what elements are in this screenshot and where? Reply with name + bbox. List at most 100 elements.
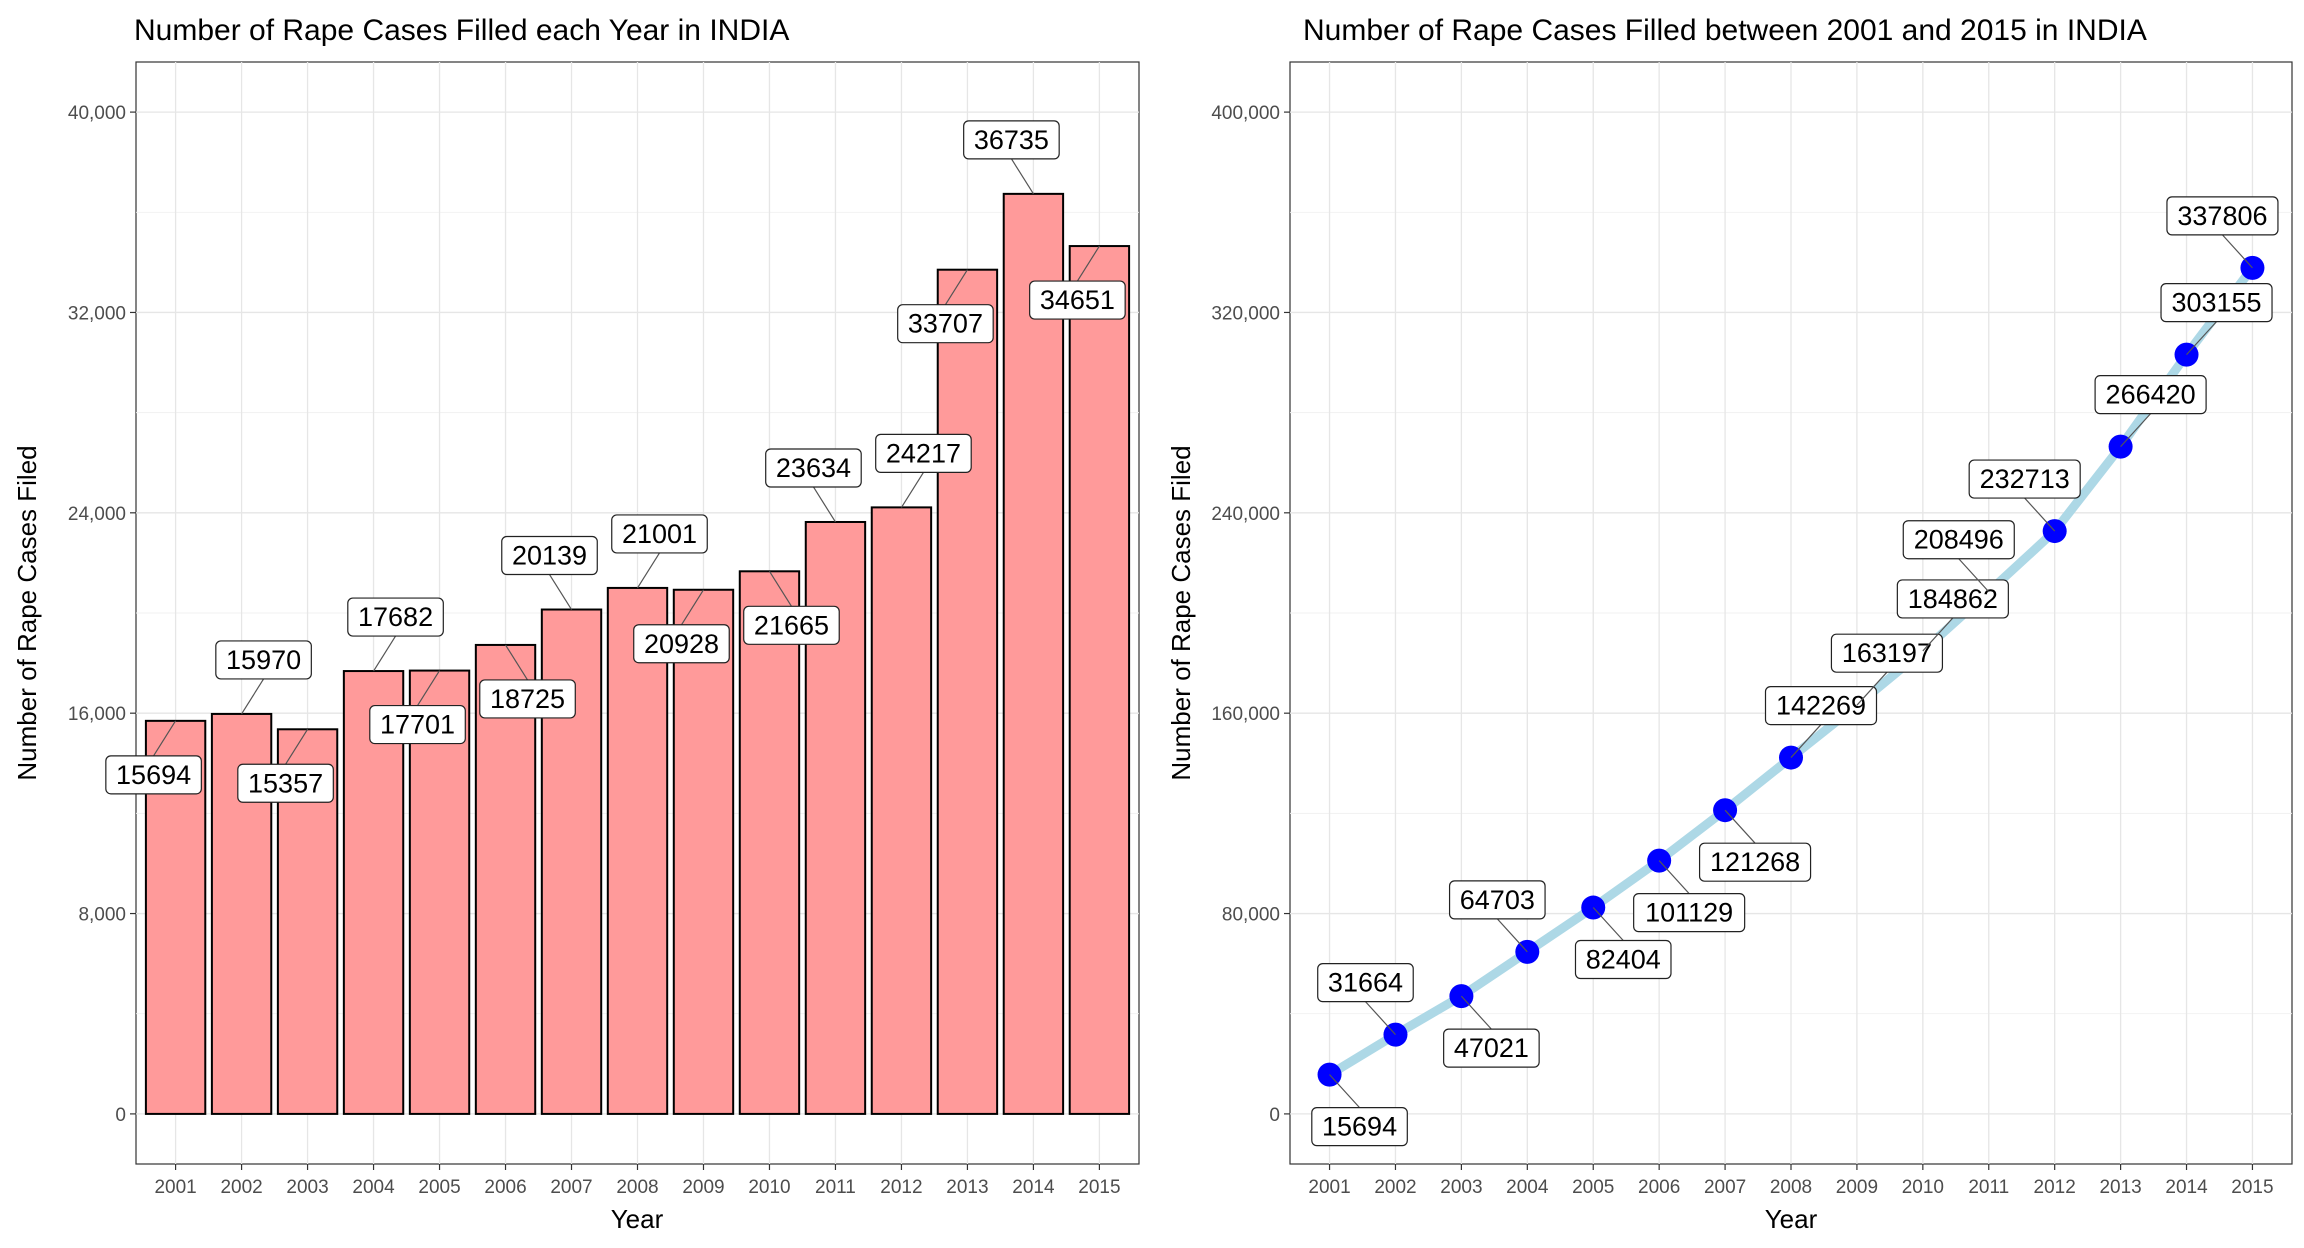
label-leader-line [505, 644, 529, 681]
label-leader-line [1922, 617, 1954, 652]
label-text: 23634 [776, 453, 851, 483]
label-text: 24217 [886, 438, 961, 468]
label-box [501, 535, 598, 576]
label-box [1698, 842, 1812, 882]
y-tick-label: 16,000 [68, 704, 126, 725]
x-axis-title: Year [1765, 1204, 1818, 1234]
label-box [2166, 196, 2279, 236]
label-box [1448, 880, 1546, 920]
data-label: 337806 [2166, 196, 2279, 269]
data-label: 36735 [963, 120, 1060, 195]
y-tick-label: 0 [115, 1105, 126, 1126]
data-label: 20139 [501, 535, 598, 610]
data-label: 82404 [1574, 907, 1672, 980]
label-leader-line [812, 486, 836, 523]
label-box [1968, 459, 2081, 499]
x-tick-label: 2001 [1308, 1177, 1350, 1198]
label-leader-line [768, 570, 792, 607]
label-leader-line [241, 678, 265, 715]
y-tick-label: 24,000 [68, 504, 126, 525]
x-tick-label: 2011 [815, 1177, 856, 1198]
data-label: 24217 [875, 433, 972, 508]
bar [738, 570, 801, 1115]
x-tick-label: 2012 [2034, 1177, 2076, 1198]
label-leader-line [1658, 860, 1690, 895]
x-tick-label: 2003 [286, 1177, 328, 1198]
label-box [1896, 579, 2009, 619]
label-box [1902, 520, 2015, 560]
label-leader-line [417, 670, 441, 706]
x-tick-label: 2014 [1012, 1177, 1055, 1198]
bar [342, 670, 405, 1115]
label-leader-line [1329, 1074, 1360, 1109]
label-text: 208496 [1914, 525, 2004, 555]
data-label: 15357 [237, 728, 334, 803]
bar [672, 588, 735, 1115]
data-label: 303155 [2160, 283, 2273, 356]
y-tick-label: 400,000 [1211, 103, 1280, 124]
data-label: 31664 [1317, 963, 1414, 1036]
data-label: 15970 [215, 640, 312, 715]
y-tick-label: 80,000 [1222, 905, 1280, 926]
label-text: 20139 [512, 541, 587, 571]
label-box [105, 755, 202, 795]
label-box [1830, 633, 1944, 673]
x-tick-label: 2009 [682, 1177, 724, 1198]
x-tick-label: 2005 [1572, 1177, 1614, 1198]
x-tick-label: 2005 [418, 1177, 460, 1198]
y-tick-label: 40,000 [68, 103, 126, 124]
label-text: 17682 [358, 602, 433, 632]
x-tick-label: 2013 [946, 1177, 988, 1198]
label-text: 303155 [2171, 288, 2261, 318]
label-leader-line [1790, 724, 1822, 758]
label-box [215, 640, 312, 680]
label-text: 101129 [1645, 898, 1733, 928]
data-labels: 15694 31664 47021 64703 82404 101129 121268 142… [1311, 196, 2279, 1147]
data-label: 23634 [765, 448, 862, 523]
label-leader-line [1496, 918, 1528, 953]
data-label: 64703 [1448, 880, 1546, 953]
label-leader-line [1856, 671, 1888, 706]
label-text: 142269 [1776, 691, 1866, 721]
x-tick-label: 2012 [880, 1177, 922, 1198]
x-tick-label: 2008 [1770, 1177, 1812, 1198]
label-box [1029, 280, 1126, 320]
label-box [1311, 1107, 1408, 1147]
label-text: 18725 [490, 684, 565, 714]
label-text: 15357 [248, 768, 323, 798]
data-label: 15694 [105, 720, 202, 795]
data-label: 33707 [897, 269, 994, 344]
label-text: 34651 [1040, 285, 1115, 315]
label-text: 47021 [1454, 1033, 1529, 1063]
y-tick-label: 160,000 [1211, 704, 1280, 725]
x-tick-label: 2008 [616, 1177, 658, 1198]
label-leader-line [2024, 497, 2056, 532]
x-tick-label: 2009 [1836, 1177, 1878, 1198]
label-text: 121268 [1710, 847, 1800, 877]
data-label: 18725 [479, 644, 576, 719]
y-tick-label: 8,000 [78, 905, 126, 926]
x-axis-title: Year [611, 1204, 664, 1234]
label-leader-line [285, 728, 309, 765]
label-text: 64703 [1460, 885, 1535, 915]
x-axis: 2001 2002 2003 2004 2005 2006 2007 2008 2009 2010… [154, 1164, 1121, 1198]
label-text: 184862 [1908, 584, 1998, 614]
label-leader-line [900, 472, 924, 508]
y-tick-label: 320,000 [1211, 303, 1280, 324]
label-box [2160, 283, 2273, 323]
label-leader-line [1724, 809, 1756, 844]
label-box [479, 679, 576, 719]
bar [870, 506, 933, 1115]
y-axis: 0 8,000 16,000 24,000 32,000 40,000 [68, 103, 136, 1126]
label-box [1317, 963, 1414, 1003]
x-tick-label: 2007 [550, 1177, 592, 1198]
label-box [237, 763, 334, 803]
y-tick-label: 240,000 [1211, 504, 1280, 525]
label-leader-line [1958, 558, 1990, 593]
chart-title: Number of Rape Cases Filled between 2001… [1303, 14, 2147, 47]
label-leader-line [373, 635, 397, 672]
line-chart: Number of Rape Cases Filled between 2001… [1166, 14, 2293, 1234]
data-label: 142269 [1764, 685, 1878, 758]
bar [936, 268, 999, 1115]
label-leader-line [1010, 158, 1034, 195]
